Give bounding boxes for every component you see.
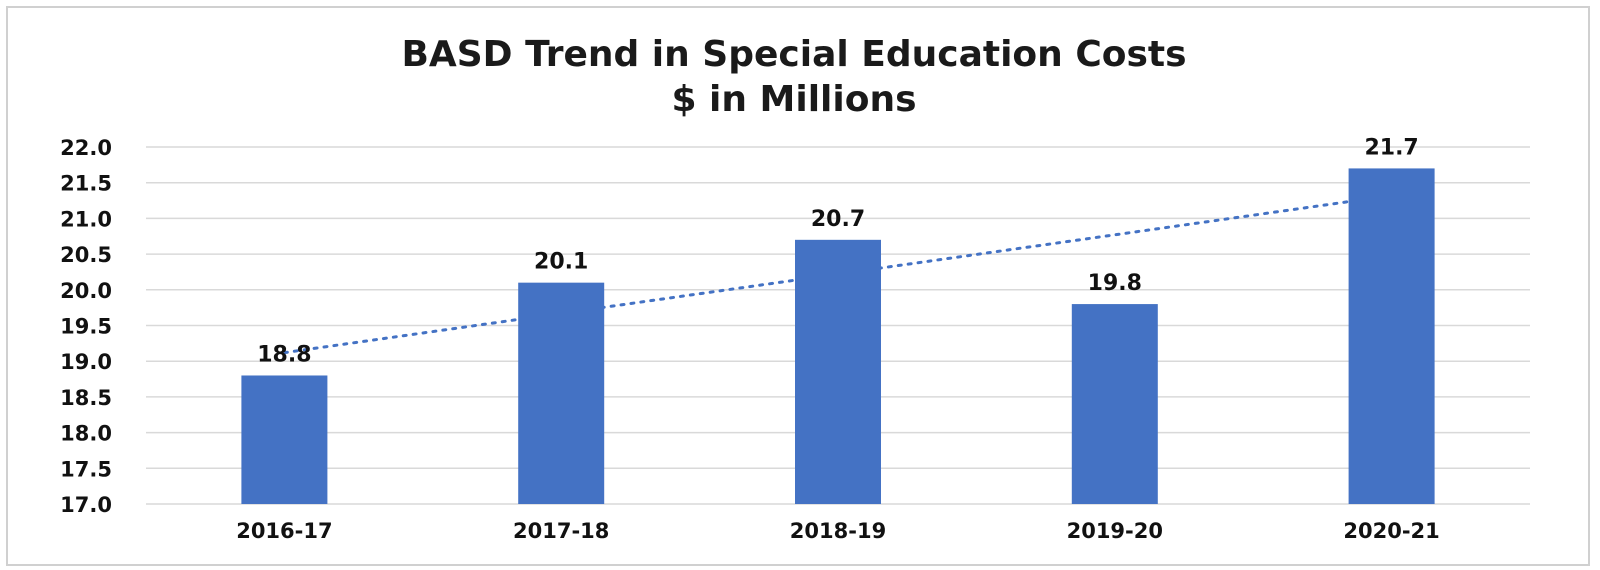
y-tick-label: 19.5 — [60, 315, 112, 339]
bar-layer — [241, 168, 1435, 505]
chart-title: BASD Trend in Special Education Costs — [401, 34, 1186, 75]
axis-layer: 17.0 17.5 18.0 18.5 19.0 19.5 20.0 20.5 21.0 21.5… — [60, 136, 1440, 543]
y-tick-label: 17.0 — [60, 493, 112, 517]
chart-frame: BASD Trend in Special Education Costs $ … — [6, 6, 1590, 566]
data-label: 18.8 — [257, 342, 311, 367]
x-tick-label: 2018-19 — [790, 519, 886, 543]
x-tick-label: 2020-21 — [1343, 519, 1439, 543]
x-tick-label: 2016-17 — [236, 519, 332, 543]
y-tick-label: 18.5 — [60, 386, 112, 410]
bar — [1071, 304, 1158, 504]
chart-subtitle: $ in Millions — [671, 79, 916, 120]
bar — [241, 375, 328, 504]
x-tick-label: 2019-20 — [1067, 519, 1163, 543]
y-tick-label: 20.0 — [60, 279, 112, 303]
bar — [1348, 168, 1435, 505]
x-tick-label: 2017-18 — [513, 519, 609, 543]
bar — [795, 239, 881, 504]
chart-svg: BASD Trend in Special Education Costs $ … — [60, 34, 1530, 543]
y-tick-label: 20.5 — [60, 243, 112, 267]
data-label: 20.7 — [811, 207, 865, 232]
bar — [518, 282, 605, 504]
y-tick-label: 18.0 — [60, 422, 112, 446]
data-label: 21.7 — [1364, 135, 1418, 160]
data-label: 20.1 — [534, 250, 588, 275]
y-tick-label: 17.5 — [60, 457, 112, 481]
y-tick-label: 21.5 — [60, 172, 112, 196]
y-tick-label: 19.0 — [60, 350, 112, 374]
label-layer: 18.8 20.1 20.7 19.8 21.7 — [257, 135, 1418, 367]
data-label: 19.8 — [1088, 271, 1142, 296]
y-tick-label: 22.0 — [60, 136, 112, 160]
y-tick-label: 21.0 — [60, 207, 112, 231]
